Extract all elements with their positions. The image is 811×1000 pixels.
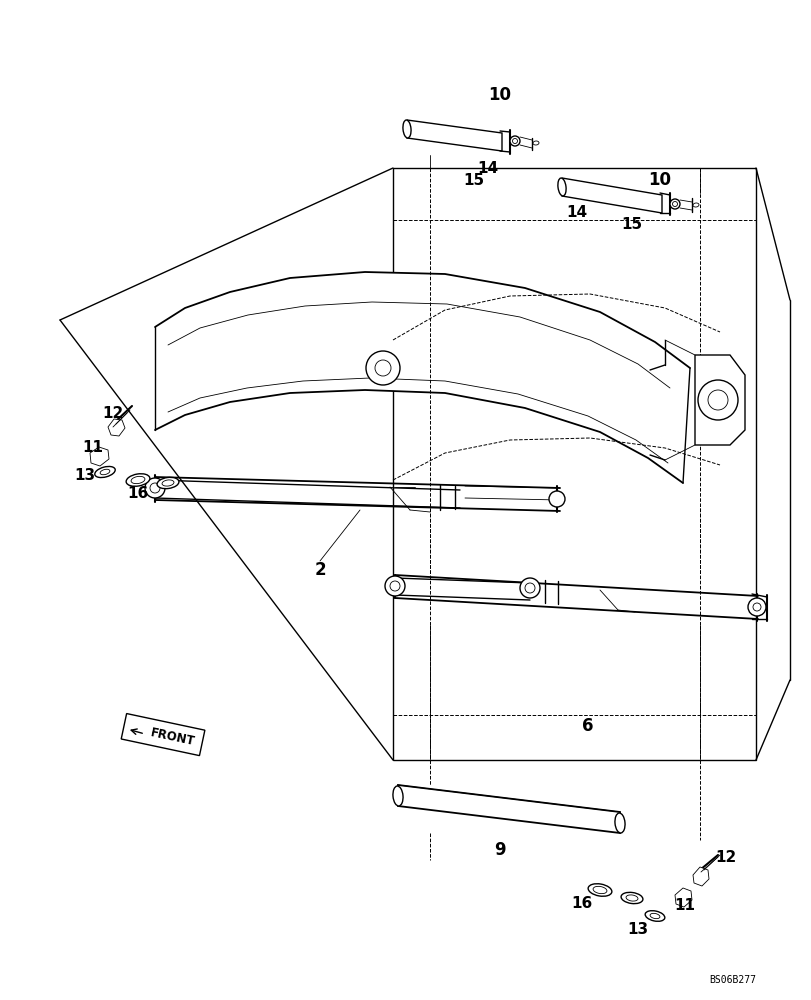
Ellipse shape: [587, 884, 611, 896]
Ellipse shape: [532, 141, 539, 145]
Ellipse shape: [131, 476, 144, 484]
Circle shape: [525, 583, 534, 593]
Circle shape: [384, 576, 405, 596]
Text: 15: 15: [463, 173, 484, 188]
Circle shape: [747, 598, 765, 616]
Circle shape: [150, 483, 160, 493]
Polygon shape: [561, 178, 661, 213]
Text: FRONT: FRONT: [149, 726, 196, 748]
Text: 12: 12: [714, 850, 736, 865]
Text: 11: 11: [83, 440, 103, 456]
Text: 10: 10: [648, 171, 671, 189]
Ellipse shape: [393, 786, 402, 806]
Text: 14: 14: [477, 161, 498, 176]
Circle shape: [375, 360, 391, 376]
Circle shape: [519, 578, 539, 598]
Polygon shape: [393, 168, 755, 760]
Polygon shape: [155, 272, 689, 483]
Polygon shape: [90, 447, 109, 466]
Polygon shape: [406, 120, 501, 151]
Text: 16: 16: [127, 487, 148, 502]
Text: 13: 13: [75, 468, 96, 483]
Circle shape: [145, 478, 165, 498]
Ellipse shape: [126, 474, 150, 486]
Polygon shape: [694, 355, 744, 445]
Ellipse shape: [620, 892, 642, 904]
Ellipse shape: [95, 466, 115, 478]
Text: 14: 14: [566, 205, 587, 220]
Circle shape: [669, 199, 679, 209]
Ellipse shape: [645, 911, 664, 921]
Text: 6: 6: [581, 717, 593, 735]
Text: 16: 16: [571, 896, 592, 911]
Ellipse shape: [692, 203, 698, 207]
Polygon shape: [397, 785, 620, 833]
Circle shape: [548, 491, 564, 507]
Ellipse shape: [650, 913, 659, 919]
Ellipse shape: [614, 813, 624, 833]
Text: 15: 15: [620, 217, 642, 232]
Text: 9: 9: [494, 841, 505, 859]
Ellipse shape: [162, 480, 174, 486]
Circle shape: [707, 390, 727, 410]
Ellipse shape: [557, 178, 565, 196]
Text: 12: 12: [102, 406, 123, 420]
Ellipse shape: [157, 477, 178, 489]
Circle shape: [389, 581, 400, 591]
Circle shape: [672, 202, 676, 207]
Circle shape: [509, 136, 519, 146]
Polygon shape: [108, 419, 125, 436]
Text: 10: 10: [488, 86, 511, 104]
Text: BS06B277: BS06B277: [708, 975, 755, 985]
Circle shape: [752, 603, 760, 611]
Ellipse shape: [402, 120, 410, 138]
Circle shape: [512, 139, 517, 144]
Ellipse shape: [592, 886, 606, 894]
Polygon shape: [692, 867, 708, 886]
Text: 11: 11: [674, 898, 695, 913]
Circle shape: [697, 380, 737, 420]
Ellipse shape: [625, 895, 637, 901]
Circle shape: [366, 351, 400, 385]
Text: 2: 2: [314, 561, 325, 579]
Ellipse shape: [100, 469, 109, 475]
Polygon shape: [121, 714, 204, 756]
Text: 13: 13: [627, 922, 648, 937]
Polygon shape: [674, 888, 691, 907]
